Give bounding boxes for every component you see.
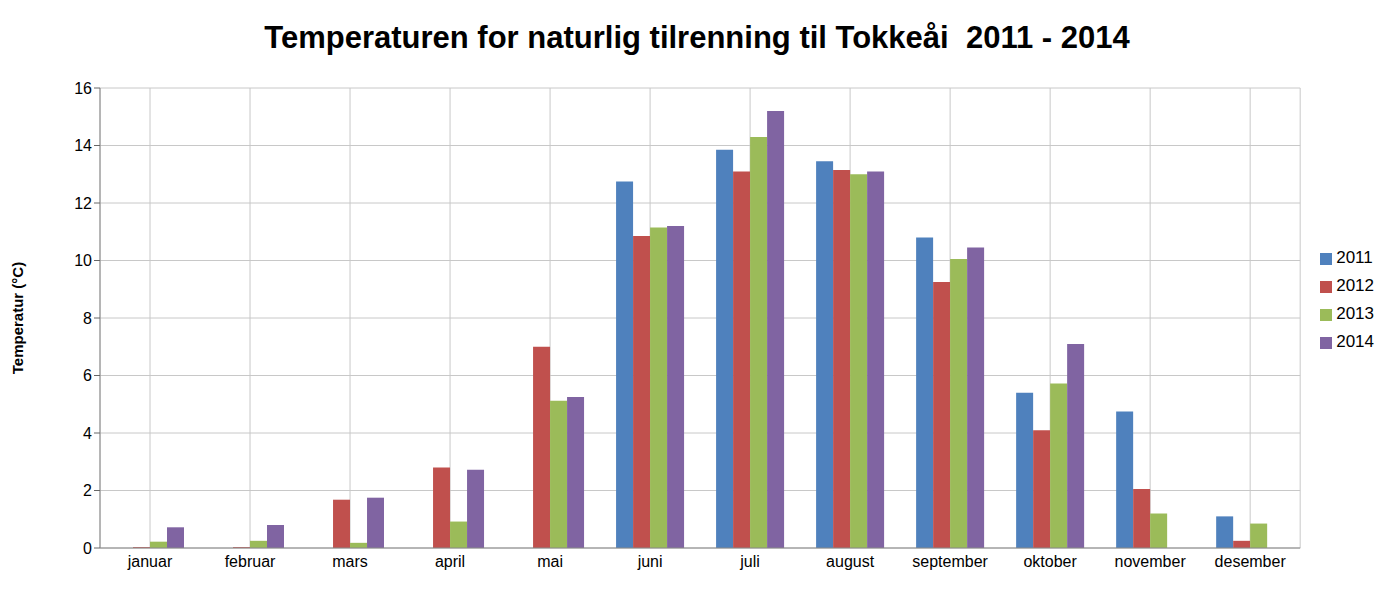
- svg-text:2: 2: [83, 482, 92, 499]
- svg-text:februar: februar: [225, 553, 276, 570]
- svg-text:september: september: [912, 553, 988, 570]
- svg-text:oktober: oktober: [1023, 553, 1077, 570]
- html-text:2012: 2012: [1336, 276, 1374, 295]
- svg-text:mai: mai: [537, 553, 563, 570]
- svg-text:januar: januar: [127, 553, 173, 570]
- svg-text:8: 8: [83, 310, 92, 327]
- html-text:Temperaturen for naturlig tilr: Temperaturen for naturlig tilrenning til…: [264, 20, 1130, 55]
- svg-text:mars: mars: [332, 553, 368, 570]
- svg-text:april: april: [435, 553, 465, 570]
- svg-text:juli: juli: [739, 553, 760, 570]
- svg-text:0: 0: [83, 540, 92, 557]
- svg-text:november: november: [1115, 553, 1187, 570]
- html-text:2011: 2011: [1336, 248, 1373, 267]
- svg-text:6: 6: [83, 367, 92, 384]
- svg-text:juni: juni: [637, 553, 663, 570]
- svg-text:14: 14: [74, 137, 92, 154]
- svg-text:16: 16: [74, 80, 92, 97]
- svg-text:Temperatur (°C): Temperatur (°C): [9, 262, 26, 374]
- svg-text:desember: desember: [1215, 553, 1287, 570]
- svg-text:4: 4: [83, 425, 92, 442]
- html-text:2013: 2013: [1336, 304, 1374, 323]
- svg-text:12: 12: [74, 195, 92, 212]
- svg-text:august: august: [826, 553, 875, 570]
- svg-text:10: 10: [74, 252, 92, 269]
- html-text:2014: 2014: [1336, 332, 1374, 351]
